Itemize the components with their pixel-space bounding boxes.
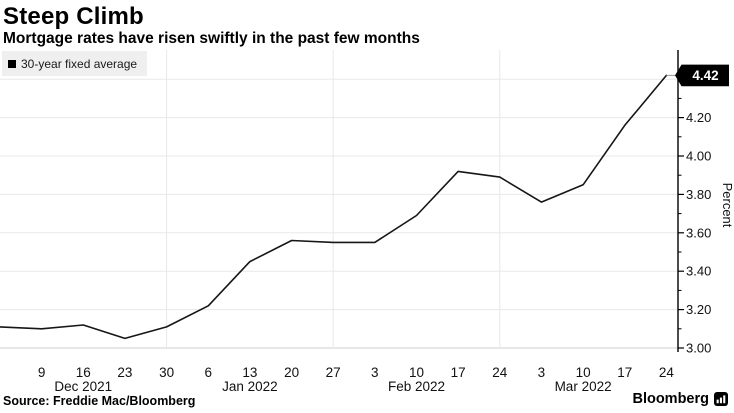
x-tick-label: 6 <box>205 365 213 380</box>
x-tick-label: 30 <box>159 365 174 380</box>
y-tick-label: 4.20 <box>686 110 711 125</box>
x-tick-label: 13 <box>242 365 257 380</box>
chart-title: Steep Climb <box>3 3 144 30</box>
x-tick-label: 10 <box>576 365 591 380</box>
y-tick-label: 3.40 <box>686 264 711 279</box>
x-tick-label: 10 <box>409 365 424 380</box>
x-month-label: Mar 2022 <box>555 379 612 394</box>
x-tick-label: 24 <box>659 365 675 380</box>
x-tick-label: 23 <box>117 365 132 380</box>
x-tick-label: 17 <box>451 365 466 380</box>
last-value-badge <box>675 64 729 87</box>
legend-swatch-icon <box>8 59 16 68</box>
y-tick-label: 3.00 <box>686 341 711 356</box>
legend: 30-year fixed average <box>2 51 148 76</box>
x-tick-label: 3 <box>538 365 546 380</box>
x-tick-label: 17 <box>617 365 632 380</box>
chart-subtitle: Mortgage rates have risen swiftly in the… <box>3 30 420 47</box>
x-tick-label: 20 <box>284 365 299 380</box>
x-tick-label: 9 <box>38 365 46 380</box>
x-month-label: Feb 2022 <box>388 379 445 394</box>
x-tick-label: 24 <box>492 365 508 380</box>
y-tick-label: 3.20 <box>686 302 711 317</box>
y-tick-label: 4.00 <box>686 149 711 164</box>
x-tick-label: 16 <box>76 365 91 380</box>
rate-line <box>0 74 668 340</box>
y-axis-title: Percent <box>720 183 734 228</box>
x-tick-label: 3 <box>371 365 379 380</box>
y-tick-label: 3.60 <box>686 225 711 240</box>
y-tick-label: 3.80 <box>686 187 711 202</box>
x-month-label: Dec 2021 <box>54 379 112 394</box>
bloomberg-brand: Bloomberg <box>632 391 728 407</box>
legend-label: 30-year fixed average <box>21 56 138 71</box>
x-month-label: Jan 2022 <box>222 379 278 394</box>
last-value-label: 4.42 <box>692 68 718 83</box>
bloomberg-wordmark: Bloomberg <box>632 391 709 407</box>
bloomberg-logo-icon <box>714 392 728 406</box>
x-tick-label: 27 <box>326 365 341 380</box>
source-note: Source: Freddie Mac/Bloomberg <box>3 394 196 408</box>
